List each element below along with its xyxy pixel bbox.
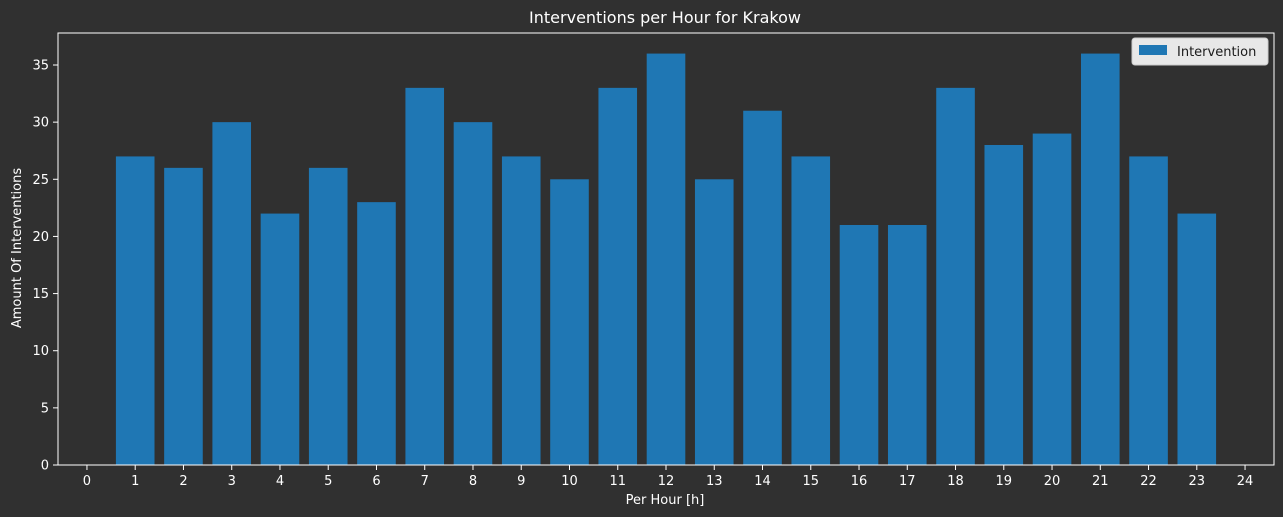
y-tick-label: 35	[32, 59, 49, 74]
bar	[1080, 53, 1120, 465]
legend-label: Intervention	[1177, 45, 1256, 60]
bar	[694, 179, 734, 466]
bar	[743, 110, 782, 465]
x-tick-label: 14	[754, 474, 771, 489]
x-tick-label: 21	[1092, 474, 1109, 489]
x-tick-label: 8	[469, 474, 477, 489]
x-tick-label: 16	[851, 474, 868, 489]
bar	[115, 156, 155, 465]
bar	[501, 156, 541, 465]
bar	[164, 167, 203, 465]
y-axis-label: Amount Of Interventions	[10, 168, 25, 329]
x-tick-label: 17	[899, 474, 916, 489]
bar	[1177, 213, 1217, 465]
y-tick-label: 25	[32, 173, 49, 188]
x-tick-label: 23	[1189, 474, 1206, 489]
x-tick-label: 12	[658, 474, 675, 489]
x-tick-label: 0	[83, 474, 91, 489]
bar	[1032, 133, 1072, 466]
bar	[646, 53, 686, 465]
x-tick-label: 11	[609, 474, 626, 489]
y-tick-label: 30	[32, 116, 49, 131]
bar	[887, 225, 927, 465]
legend-swatch	[1139, 45, 1167, 55]
y-tick-label: 10	[32, 344, 49, 359]
x-tick-label: 19	[996, 474, 1013, 489]
x-axis-label: Per Hour [h]	[626, 493, 705, 508]
x-axis: 0 1 2 3 4 5 6 7 8 9 10 11 12 13 14 15 16 17 18 19 20 21 22 23 24	[83, 465, 1254, 489]
x-tick-label: 9	[517, 474, 525, 489]
x-tick-label: 10	[561, 474, 578, 489]
bar	[984, 145, 1024, 465]
legend-box	[1131, 37, 1269, 66]
bar	[357, 202, 396, 465]
bar	[260, 213, 300, 465]
x-tick-label: 6	[372, 474, 380, 489]
bar	[839, 225, 879, 465]
x-tick-label: 3	[228, 474, 236, 489]
x-tick-label: 20	[1044, 474, 1061, 489]
y-axis: 0 5 10 15 20 25 30 35	[32, 59, 58, 474]
x-tick-label: 24	[1237, 474, 1254, 489]
y-tick-label: 5	[41, 401, 49, 416]
bar	[453, 122, 493, 466]
bar	[598, 87, 638, 465]
bar	[936, 87, 975, 465]
x-tick-label: 2	[179, 474, 187, 489]
chart-title: Interventions per Hour for Krakow	[529, 8, 801, 27]
bar	[212, 122, 252, 466]
bars	[115, 53, 1217, 466]
y-tick-label: 0	[41, 459, 49, 474]
bar	[1129, 156, 1168, 465]
x-tick-label: 18	[947, 474, 964, 489]
y-tick-label: 20	[32, 230, 49, 245]
y-tick-label: 15	[32, 287, 49, 302]
bar	[791, 156, 831, 465]
x-tick-label: 4	[276, 474, 284, 489]
x-tick-label: 7	[421, 474, 429, 489]
x-tick-label: 15	[802, 474, 819, 489]
x-tick-label: 5	[324, 474, 332, 489]
legend: Intervention	[1131, 37, 1269, 66]
bar	[550, 179, 589, 466]
bar	[405, 87, 445, 465]
bar	[308, 167, 348, 465]
x-tick-label: 13	[706, 474, 723, 489]
x-tick-label: 1	[131, 474, 139, 489]
x-tick-label: 22	[1140, 474, 1157, 489]
